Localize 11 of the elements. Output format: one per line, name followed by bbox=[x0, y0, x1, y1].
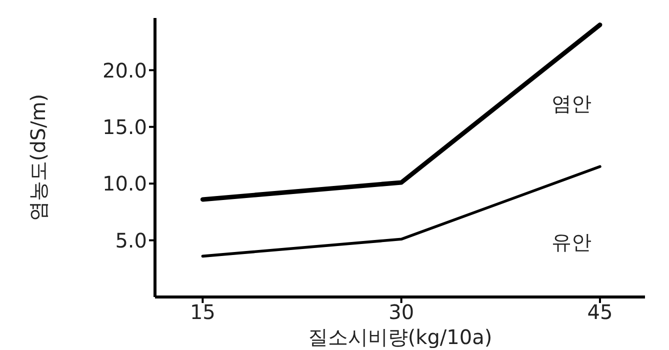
y-tick-label: 10.0 bbox=[102, 172, 147, 196]
y-axis-title: 염농도(dS/m) bbox=[26, 94, 50, 222]
text: 유안 bbox=[551, 230, 592, 254]
x-tick-label: 15 bbox=[190, 300, 216, 324]
series-label: 염안 bbox=[551, 91, 592, 116]
y-tick-label: 15.0 bbox=[102, 114, 147, 139]
x-tick-label: 30 bbox=[388, 300, 414, 324]
x-axis-title: 질소시비량(kg/10a) bbox=[308, 325, 492, 349]
y-tick-label: 5.0 bbox=[115, 228, 147, 252]
y-tick-label: 20.0 bbox=[102, 58, 147, 82]
x-tick-label: 45 bbox=[587, 300, 613, 324]
